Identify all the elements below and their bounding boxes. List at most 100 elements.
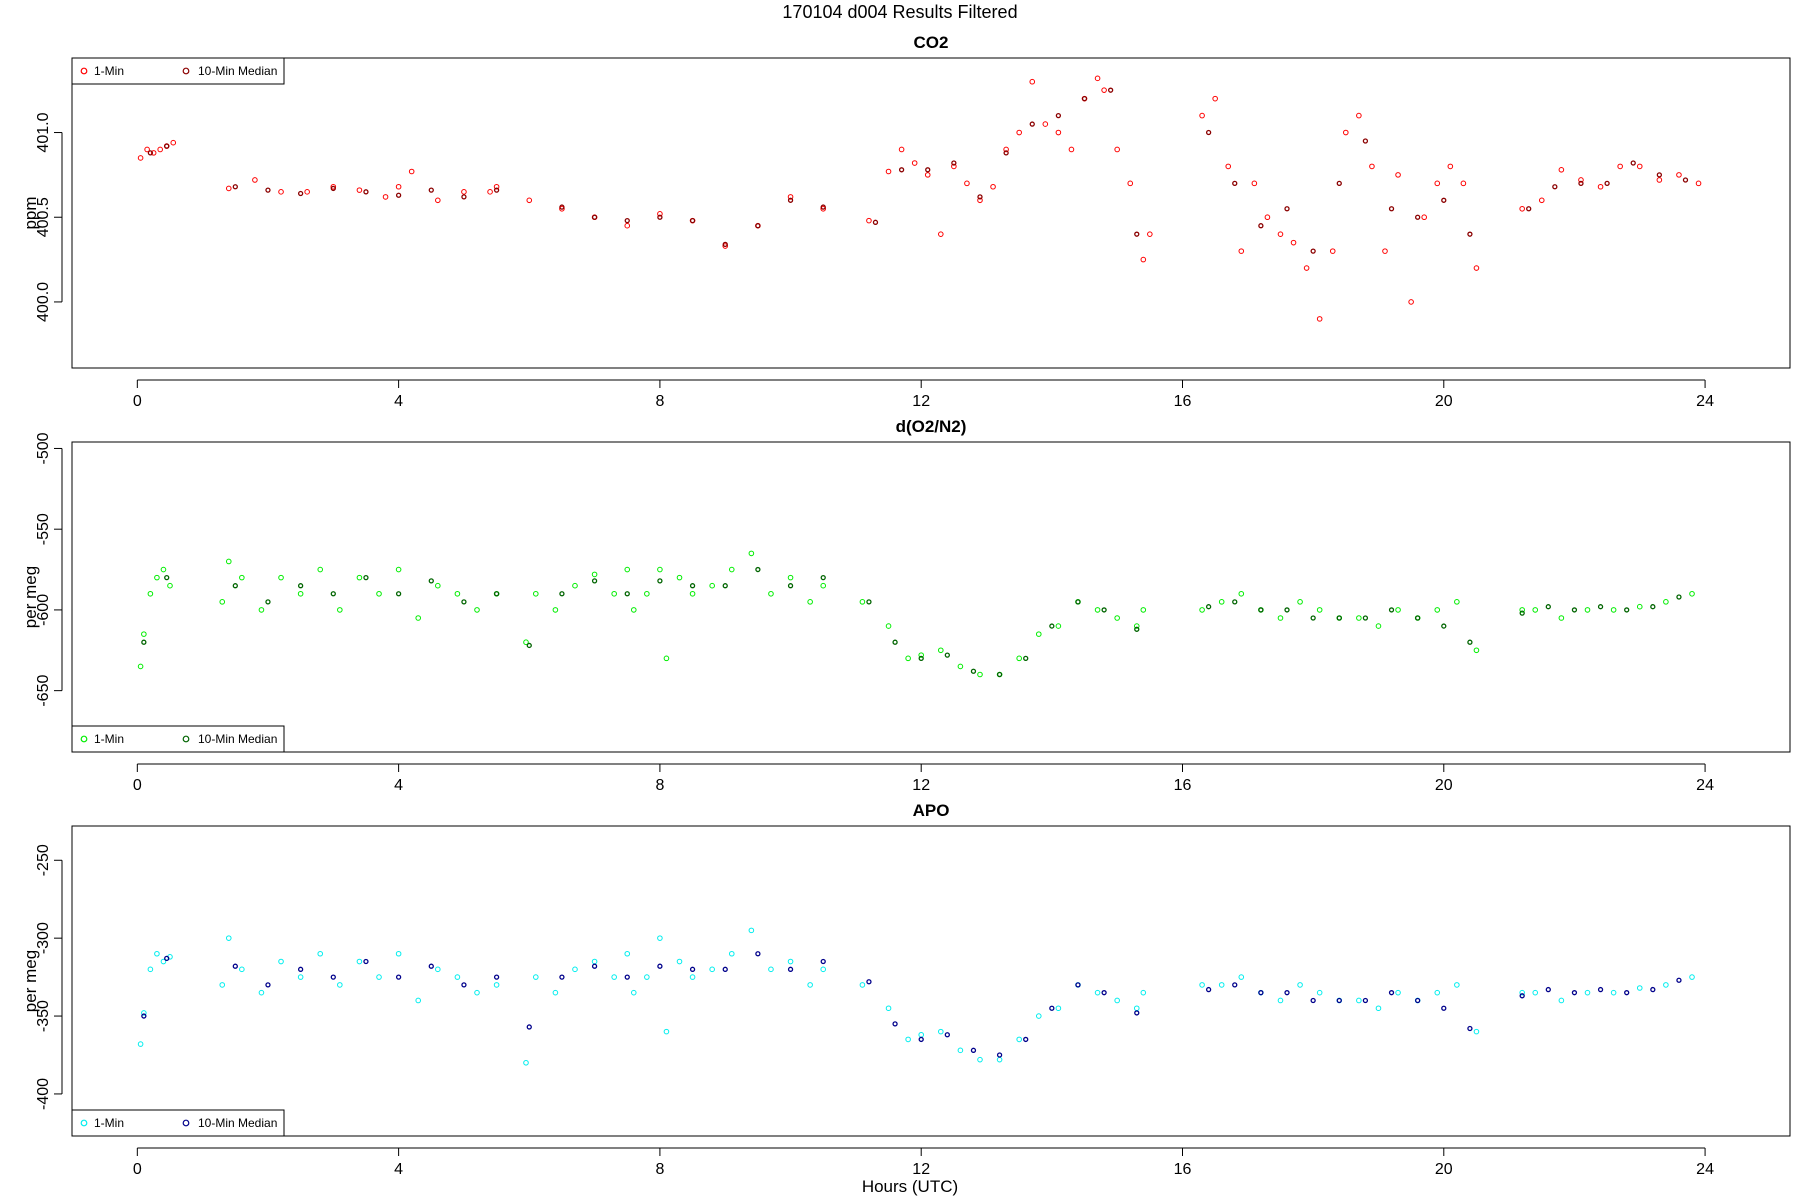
data-point xyxy=(787,197,794,203)
data-point xyxy=(141,1010,147,1016)
data-point xyxy=(363,958,369,965)
data-point xyxy=(1636,603,1643,610)
data-point xyxy=(395,566,402,573)
data-point xyxy=(1232,599,1238,605)
data-point xyxy=(1519,993,1525,999)
data-point xyxy=(820,204,826,210)
x-tick-label: 24 xyxy=(1696,1161,1714,1178)
data-point xyxy=(689,966,696,972)
data-point xyxy=(1094,607,1101,613)
data-point xyxy=(1454,982,1460,988)
legend-marker xyxy=(80,67,88,75)
data-point xyxy=(937,1028,944,1035)
data-point xyxy=(1552,184,1558,190)
data-point xyxy=(663,655,670,662)
data-point xyxy=(1388,990,1395,996)
data-point xyxy=(918,1031,925,1038)
data-point xyxy=(395,591,402,597)
data-point xyxy=(265,599,271,605)
data-point xyxy=(951,163,957,170)
data-point xyxy=(1316,316,1323,322)
data-point xyxy=(591,571,598,578)
data-point xyxy=(435,966,441,973)
data-point xyxy=(807,599,813,605)
data-point xyxy=(164,955,170,962)
data-point xyxy=(1558,615,1565,621)
data-point xyxy=(552,607,559,613)
data-point xyxy=(225,558,232,565)
data-point xyxy=(787,194,794,200)
data-point xyxy=(885,623,892,629)
data-point xyxy=(1049,1005,1055,1011)
data-point xyxy=(1545,986,1551,993)
y-axis: -400 -350 -300 -250 xyxy=(35,844,63,1110)
data-point xyxy=(454,590,461,597)
data-point xyxy=(167,582,173,589)
data-point xyxy=(1075,599,1081,605)
data-point xyxy=(644,974,650,980)
data-point xyxy=(239,574,245,581)
data-point xyxy=(1284,990,1290,996)
data-point xyxy=(1676,594,1682,600)
y-tick-label: 400.5 xyxy=(35,197,52,237)
x-tick-label: 12 xyxy=(912,1161,930,1178)
data-point xyxy=(559,591,565,597)
data-point xyxy=(722,241,728,247)
data-point xyxy=(1656,177,1663,183)
data-point xyxy=(1336,615,1342,621)
data-point xyxy=(1663,982,1669,988)
data-point xyxy=(905,655,911,662)
y-axis-label: per meg xyxy=(21,566,40,628)
data-point xyxy=(722,966,728,972)
data-point xyxy=(820,205,827,212)
data-point xyxy=(1415,214,1421,220)
data-point xyxy=(1578,180,1584,187)
data-point xyxy=(1617,163,1623,170)
data-point xyxy=(1473,1028,1480,1035)
data-point xyxy=(1408,299,1414,305)
data-point xyxy=(144,146,150,153)
data-point xyxy=(1114,146,1120,153)
data-point xyxy=(820,574,826,581)
data-point xyxy=(1134,231,1140,237)
plot-frame xyxy=(71,825,1791,1137)
data-point xyxy=(157,146,163,153)
data-point xyxy=(461,189,467,195)
series-median xyxy=(141,566,1682,678)
data-point xyxy=(278,574,284,581)
data-point xyxy=(1042,121,1049,127)
data-point xyxy=(1329,248,1336,254)
data-point xyxy=(1663,599,1669,605)
data-point xyxy=(866,599,872,605)
y-tick-label: -300 xyxy=(35,922,52,954)
data-point xyxy=(755,223,761,229)
data-point xyxy=(657,963,663,969)
series-median xyxy=(141,951,1682,1058)
data-point xyxy=(1303,265,1310,271)
y-tick-label: -500 xyxy=(35,432,52,464)
data-point xyxy=(137,663,144,670)
data-point xyxy=(1447,163,1454,170)
x-axis: 0 4 8 12 16 20 24 xyxy=(133,1147,1714,1178)
data-point xyxy=(728,566,735,573)
figure-xlabel: Hours (UTC) xyxy=(862,1177,958,1196)
data-point xyxy=(219,982,226,988)
data-point xyxy=(1310,248,1316,254)
data-point xyxy=(898,167,905,173)
data-point xyxy=(977,194,983,200)
data-point xyxy=(1395,989,1401,996)
data-point xyxy=(1049,623,1055,629)
data-point xyxy=(376,974,382,980)
data-point xyxy=(957,1047,964,1054)
data-point xyxy=(1584,989,1591,996)
data-point xyxy=(154,950,160,957)
data-point xyxy=(722,243,729,249)
data-point xyxy=(297,966,304,972)
data-point xyxy=(1310,615,1316,621)
data-point xyxy=(1133,1005,1140,1012)
data-point xyxy=(624,974,630,980)
data-point xyxy=(1055,623,1062,629)
data-point xyxy=(859,982,866,988)
data-point xyxy=(1075,982,1081,988)
data-point xyxy=(278,189,284,195)
